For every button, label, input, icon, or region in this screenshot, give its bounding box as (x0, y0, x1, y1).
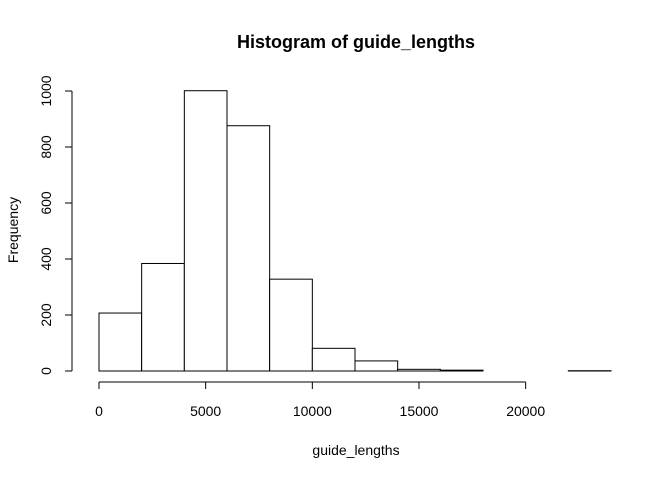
histogram-bar-6 (354, 360, 399, 372)
histogram-bar-7 (397, 368, 441, 372)
y-tick-label-4: 800 (38, 135, 54, 159)
y-tick-label-3: 600 (38, 191, 54, 215)
y-tick-label-2: 400 (38, 247, 54, 271)
x-tick-label-1: 5000 (190, 403, 221, 419)
y-tick-label-0: 0 (38, 367, 54, 375)
histogram-bar-5 (311, 347, 356, 372)
histogram-bar-0 (98, 312, 143, 372)
histogram-bar-8 (439, 369, 484, 372)
y-tick-label-5: 1000 (38, 75, 54, 106)
histogram-bar-3 (226, 125, 271, 372)
y-tick-label-1: 200 (38, 303, 54, 327)
x-tick-label-2: 10000 (293, 403, 332, 419)
chart-title: Histogram of guide_lengths (237, 32, 475, 52)
bars-group (98, 90, 612, 372)
x-axis-label: guide_lengths (312, 442, 399, 458)
histogram-bar-4 (269, 278, 313, 372)
histogram-bar-1 (141, 262, 185, 372)
x-tick-label-4: 20000 (506, 403, 545, 419)
y-axis: 0 200 400 600 800 1000 (38, 75, 73, 375)
histogram-bar-2 (183, 90, 228, 372)
y-axis-label: Frequency (5, 197, 21, 263)
x-tick-label-0: 0 (95, 403, 103, 419)
x-axis: 0 5000 10000 15000 20000 (95, 381, 545, 419)
x-tick-label-3: 15000 (400, 403, 439, 419)
